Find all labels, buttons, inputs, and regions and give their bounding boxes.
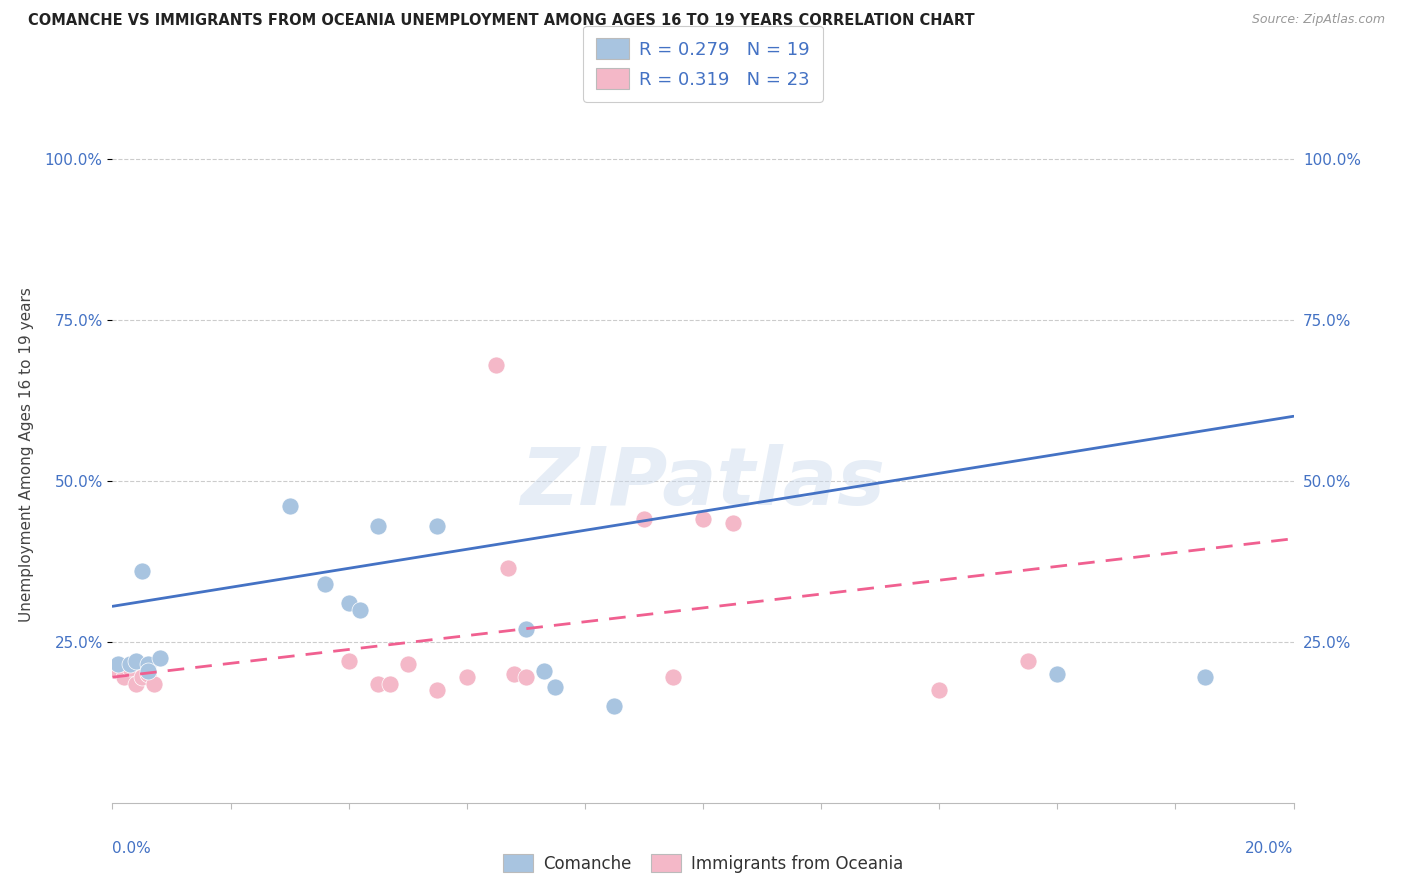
- Point: [107, 657, 129, 672]
- Point: [721, 516, 744, 530]
- Point: [426, 518, 449, 533]
- Point: [367, 676, 389, 690]
- Point: [314, 576, 336, 591]
- Point: [120, 657, 142, 672]
- Y-axis label: Unemployment Among Ages 16 to 19 years: Unemployment Among Ages 16 to 19 years: [18, 287, 34, 623]
- Point: [120, 660, 142, 674]
- Point: [125, 676, 148, 690]
- Point: [456, 670, 478, 684]
- Point: [1194, 670, 1216, 684]
- Text: 0.0%: 0.0%: [112, 841, 152, 856]
- Point: [136, 664, 159, 678]
- Point: [142, 676, 165, 690]
- Point: [131, 564, 153, 578]
- Point: [633, 512, 655, 526]
- Point: [1017, 654, 1039, 668]
- Point: [603, 699, 626, 714]
- Point: [136, 667, 159, 681]
- Point: [1046, 667, 1069, 681]
- Point: [544, 680, 567, 694]
- Point: [125, 654, 148, 668]
- Point: [692, 512, 714, 526]
- Point: [662, 670, 685, 684]
- Point: [131, 670, 153, 684]
- Point: [349, 602, 371, 616]
- Point: [107, 664, 129, 678]
- Point: [503, 667, 526, 681]
- Point: [378, 676, 401, 690]
- Point: [112, 670, 135, 684]
- Point: [337, 654, 360, 668]
- Point: [136, 657, 159, 672]
- Point: [515, 622, 537, 636]
- Point: [396, 657, 419, 672]
- Point: [485, 358, 508, 372]
- Legend: R = 0.279   N = 19, R = 0.319   N = 23: R = 0.279 N = 19, R = 0.319 N = 23: [583, 26, 823, 102]
- Point: [928, 683, 950, 698]
- Point: [533, 664, 555, 678]
- Point: [426, 683, 449, 698]
- Text: 20.0%: 20.0%: [1246, 841, 1294, 856]
- Point: [337, 596, 360, 610]
- Text: Source: ZipAtlas.com: Source: ZipAtlas.com: [1251, 13, 1385, 27]
- Legend: Comanche, Immigrants from Oceania: Comanche, Immigrants from Oceania: [496, 847, 910, 880]
- Point: [278, 500, 301, 514]
- Point: [515, 670, 537, 684]
- Point: [496, 560, 519, 574]
- Text: COMANCHE VS IMMIGRANTS FROM OCEANIA UNEMPLOYMENT AMONG AGES 16 TO 19 YEARS CORRE: COMANCHE VS IMMIGRANTS FROM OCEANIA UNEM…: [28, 13, 974, 29]
- Text: ZIPatlas: ZIPatlas: [520, 443, 886, 522]
- Point: [367, 518, 389, 533]
- Point: [149, 651, 172, 665]
